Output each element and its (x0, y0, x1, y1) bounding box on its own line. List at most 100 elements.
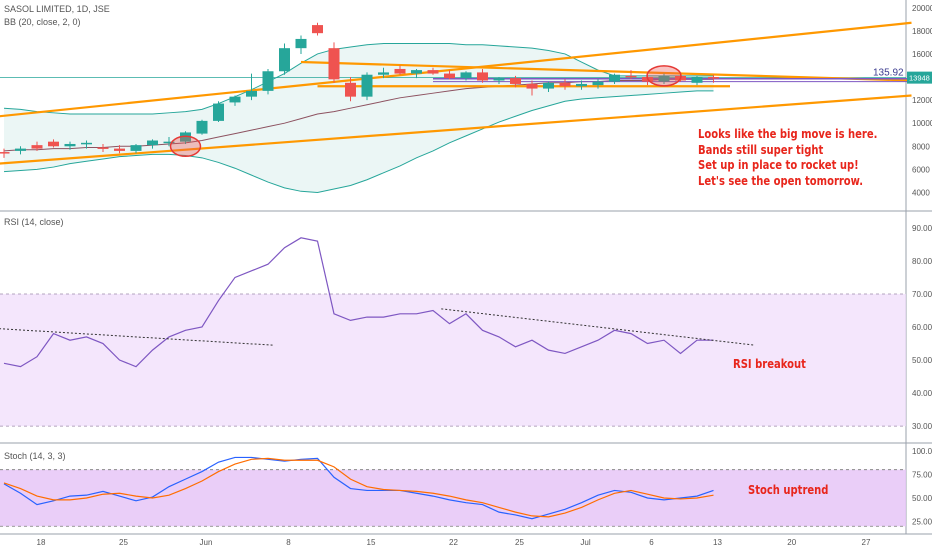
highlight-circle (169, 135, 202, 158)
y-tick-label: 10000 (912, 119, 932, 128)
candle-body (444, 73, 455, 79)
candle-body (147, 140, 158, 146)
stoch-annotation: Stoch uptrend (748, 482, 829, 497)
candle-body (31, 145, 43, 149)
candle-body (312, 25, 323, 34)
candle-body (559, 82, 571, 87)
candle-body (361, 74, 373, 97)
y-tick-label: 80.00 (912, 257, 932, 266)
rsi-annotation: RSI breakout (733, 356, 806, 371)
y-tick-label: 50.00 (912, 356, 932, 365)
candle-body (493, 78, 505, 81)
rsi-indicator-title[interactable]: RSI (14, close) (4, 217, 64, 227)
stoch-indicator-title[interactable]: Stoch (14, 3, 3) (4, 451, 66, 461)
note-line: Looks like the big move is here. (698, 126, 878, 141)
x-tick-label: 27 (862, 538, 871, 547)
y-tick-label: 12000 (912, 96, 932, 105)
candle-body (213, 103, 224, 121)
highlight-circle (646, 65, 682, 87)
y-tick-label: 18000 (912, 27, 932, 36)
y-tick-label: 50.00 (912, 494, 932, 503)
candle-body (262, 71, 274, 91)
rsi-trend-line (0, 328, 273, 346)
rsi-trend-line (441, 308, 755, 346)
y-tick-label: 6000 (912, 165, 930, 174)
stoch-band-fill (0, 469, 906, 527)
price-pane (0, 21, 912, 193)
x-tick-label: Jun (200, 538, 213, 547)
candle-body (411, 70, 422, 74)
candle-body (592, 81, 604, 86)
descending-trend-line (300, 60, 912, 82)
bollinger-lower-band (3, 90, 714, 193)
stoch-d-line (3, 457, 714, 518)
candle-body (691, 77, 703, 83)
candle-body (295, 38, 307, 49)
x-tick-label: Jul (580, 538, 590, 547)
candle-body (229, 96, 241, 103)
candle-body (81, 142, 92, 145)
stoch-pane (0, 456, 906, 527)
candle-body (477, 72, 488, 81)
rsi-line (3, 237, 714, 368)
candle-body (625, 75, 637, 78)
analysis-note: Looks like the big move is here. Bands s… (698, 126, 877, 188)
bb-indicator-title[interactable]: BB (20, close, 2, 0) (4, 17, 81, 27)
candle-body (279, 48, 290, 72)
y-tick-label: 100.00 (912, 447, 932, 456)
upper-trend-line (0, 21, 912, 118)
candle-body (328, 48, 340, 80)
x-tick-label: 18 (37, 538, 46, 547)
y-tick-label: 4000 (912, 188, 930, 197)
y-tick-label: 20000 (912, 4, 932, 13)
x-tick-label: 22 (449, 538, 458, 547)
candle-body (0, 152, 10, 154)
candle-body (48, 141, 59, 147)
stoch-k-line (3, 456, 714, 520)
candle-body (196, 120, 208, 134)
candle-body (345, 82, 356, 97)
x-tick-label: 25 (515, 538, 524, 547)
candle-body (543, 82, 554, 89)
candle-body (97, 147, 109, 149)
rsi-pane (0, 237, 906, 427)
candle-body (427, 70, 439, 74)
candle-body (130, 145, 142, 151)
y-tick-label: 30.00 (912, 422, 932, 431)
y-tick-label: 70.00 (912, 290, 932, 299)
candle-body (460, 72, 472, 79)
y-tick-label: 90.00 (912, 224, 932, 233)
candle-body (394, 68, 406, 74)
x-tick-label: 8 (286, 538, 291, 547)
y-tick-label: 25.00 (912, 518, 932, 527)
note-line: Set up in place to rocket up! (698, 157, 859, 172)
candle-body (526, 83, 538, 89)
candle-body (114, 148, 125, 151)
candle-body (15, 148, 26, 151)
candle-body (576, 83, 587, 87)
candle-body (180, 132, 191, 142)
candle-body (163, 141, 175, 144)
x-tick-label: 6 (649, 538, 654, 547)
price-label: 135.92 (873, 68, 904, 79)
y-tick-label: 40.00 (912, 389, 932, 398)
x-tick-label: 20 (787, 538, 796, 547)
last-value-badge (907, 71, 932, 84)
note-line: Bands still super tight (698, 141, 824, 157)
candle-body (609, 74, 620, 82)
x-tick-label: 25 (119, 538, 128, 547)
candle-body (246, 90, 257, 97)
rsi-band-fill (0, 293, 906, 427)
x-tick-label: 13 (713, 538, 722, 547)
last-value-text: 13948 (909, 74, 930, 83)
candle-body (378, 72, 389, 75)
y-tick-label: 60.00 (912, 323, 932, 332)
lower-trend-line (0, 94, 912, 165)
symbol-title: SASOL LIMITED, 1D, JSE (4, 4, 110, 14)
x-tick-label: 15 (367, 538, 376, 547)
candle-body (64, 143, 76, 147)
y-tick-label: 16000 (912, 50, 932, 59)
y-tick-label: 75.00 (912, 470, 932, 479)
